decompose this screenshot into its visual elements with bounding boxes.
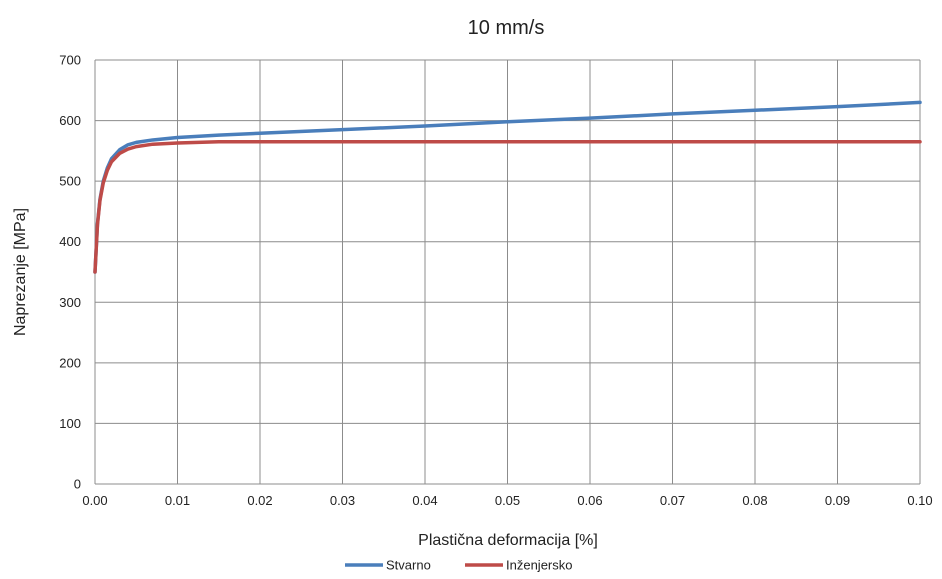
y-tick-label: 400	[59, 234, 81, 249]
x-tick-label: 0.00	[82, 493, 107, 508]
y-tick-label: 100	[59, 416, 81, 431]
y-axis-ticks: 0 100 200 300 400 500 600 700	[59, 53, 81, 492]
x-axis-ticks: 0.00 0.01 0.02 0.03 0.04 0.05 0.06 0.07 0.08 0.09…	[82, 493, 932, 508]
x-tick-label: 0.06	[577, 493, 602, 508]
x-tick-label: 0.09	[825, 493, 850, 508]
series-line-2	[93, 140, 922, 274]
series-lines	[93, 100, 922, 274]
y-tick-label: 200	[59, 355, 81, 370]
x-tick-label: 0.10	[907, 493, 932, 508]
legend-label: Stvarno	[386, 558, 431, 573]
y-tick-label: 700	[59, 53, 81, 68]
grid-lines	[94, 59, 921, 485]
legend: Stvarno Inženjersko	[345, 558, 572, 573]
x-tick-label: 0.08	[742, 493, 767, 508]
y-axis-title: Naprezanje [MPa]	[12, 208, 29, 336]
legend-label: Inženjersko	[506, 558, 572, 573]
x-tick-label: 0.07	[660, 493, 685, 508]
y-tick-label: 300	[59, 295, 81, 310]
x-tick-label: 0.02	[247, 493, 272, 508]
chart-title: 10 mm/s	[468, 17, 545, 39]
y-tick-label: 600	[59, 113, 81, 128]
x-tick-label: 0.03	[330, 493, 355, 508]
x-tick-label: 0.05	[495, 493, 520, 508]
x-tick-label: 0.04	[412, 493, 437, 508]
x-axis-title: Plastična deformacija [%]	[418, 532, 598, 549]
y-tick-label: 0	[74, 477, 81, 492]
y-tick-label: 500	[59, 174, 81, 189]
x-tick-label: 0.01	[165, 493, 190, 508]
